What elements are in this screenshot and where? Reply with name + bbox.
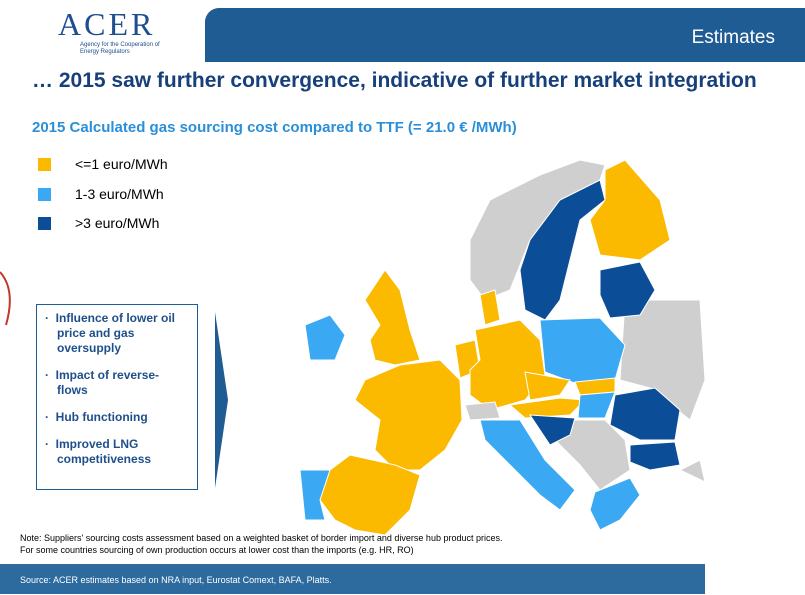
header-bar <box>205 8 805 62</box>
logo-subtitle: Agency for the Cooperation of Energy Reg… <box>80 42 160 55</box>
country <box>678 459 706 483</box>
legend-label: <=1 euro/MWh <box>75 156 168 172</box>
country <box>364 269 421 366</box>
countries <box>299 159 706 536</box>
country <box>479 289 501 326</box>
logo: ACER <box>58 6 156 42</box>
country <box>469 319 546 411</box>
country <box>599 261 656 319</box>
country <box>619 299 706 421</box>
country <box>549 419 631 491</box>
bullet: · Impact of reverse-flows <box>45 368 160 397</box>
country <box>629 441 681 471</box>
country <box>589 159 671 261</box>
legend-label: 1-3 euro/MWh <box>75 186 164 202</box>
source-bar <box>0 564 705 594</box>
note: For some countries sourcing of own produ… <box>20 545 414 555</box>
legend-item: <=1 euro/MWh <box>38 156 168 172</box>
decor <box>0 271 11 326</box>
legend-swatch <box>38 217 51 230</box>
source: Source: ACER estimates based on NRA inpu… <box>20 575 332 585</box>
note: Note: Suppliers' sourcing costs assessme… <box>20 533 503 543</box>
bullet: · Hub functioning <box>45 410 148 424</box>
bullet: · Influence of lower oil price and gas o… <box>45 311 176 355</box>
country <box>479 419 576 511</box>
bullet: · Improved LNG competitiveness <box>45 437 152 466</box>
country <box>577 391 616 419</box>
section-label: Estimates <box>691 27 775 48</box>
country <box>539 317 626 386</box>
arrow <box>215 312 228 488</box>
legend-swatch <box>38 188 51 201</box>
country <box>529 414 576 446</box>
country <box>589 477 641 531</box>
country <box>464 401 501 421</box>
country <box>299 469 331 521</box>
country <box>354 359 463 471</box>
country <box>524 371 571 401</box>
bullet-box: · Influence of lower oil price and gas o… <box>36 304 198 490</box>
country <box>519 179 606 321</box>
country <box>508 397 587 419</box>
country <box>304 314 346 361</box>
legend-label: >3 euro/MWh <box>75 215 160 231</box>
legend-item: >3 euro/MWh <box>38 215 159 231</box>
legend-swatch <box>38 158 51 171</box>
legend-item: 1-3 euro/MWh <box>38 186 164 202</box>
subtitle: 2015 Calculated gas sourcing cost compar… <box>32 119 517 136</box>
title: … 2015 saw further convergence, indicati… <box>32 69 757 92</box>
